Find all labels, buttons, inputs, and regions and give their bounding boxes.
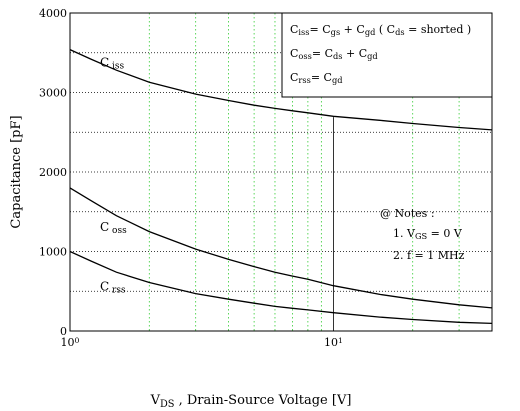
x-tick-labels: 100 101 xyxy=(61,336,343,349)
y-tick-label: 3000 xyxy=(39,87,67,100)
y-tick-label: 0 xyxy=(60,325,67,338)
y-tick-label: 4000 xyxy=(39,7,67,20)
series-line-rss xyxy=(69,250,493,325)
legend: Ciss= Cgs + Cgd ( Cds = shorted ) Coss= C… xyxy=(281,12,493,98)
legend-box xyxy=(281,12,493,98)
legend-entry: Ciss= Cgs + Cgd ( Cds = shorted ) xyxy=(290,23,471,37)
series-label-iss: C iss xyxy=(100,55,125,71)
series-label-oss: C oss xyxy=(100,220,127,236)
plot-frame xyxy=(69,12,493,332)
legend-entry: Crss= Cgd xyxy=(290,71,343,85)
legend-entry: Coss= Cds + Cgd xyxy=(290,47,378,61)
series-line-oss xyxy=(69,187,493,309)
series-lines xyxy=(69,49,493,325)
notes-line: 1. VGS = 0 V xyxy=(393,227,463,241)
y-tick-label: 1000 xyxy=(39,246,67,259)
x-tick-label: 100 xyxy=(61,336,80,349)
series-line-iss xyxy=(69,49,493,131)
y-axis-title: Capacitance [pF] xyxy=(9,115,24,228)
x-axis-title: VDS , Drain-Source Voltage [V] xyxy=(150,393,352,410)
notes-annotation: @ Notes : 1. VGS = 0 V 2. f = 1 MHz xyxy=(380,207,465,262)
y-tick-label: 2000 xyxy=(39,166,67,179)
series-labels: C iss C oss C rss xyxy=(100,55,127,295)
series-label-rss: C rss xyxy=(100,279,126,295)
y-tick-labels: 0 1000 2000 3000 4000 xyxy=(39,7,67,338)
notes-line: 2. f = 1 MHz xyxy=(393,249,465,262)
x-tick-label: 101 xyxy=(324,336,343,349)
notes-title: @ Notes : xyxy=(380,207,435,220)
